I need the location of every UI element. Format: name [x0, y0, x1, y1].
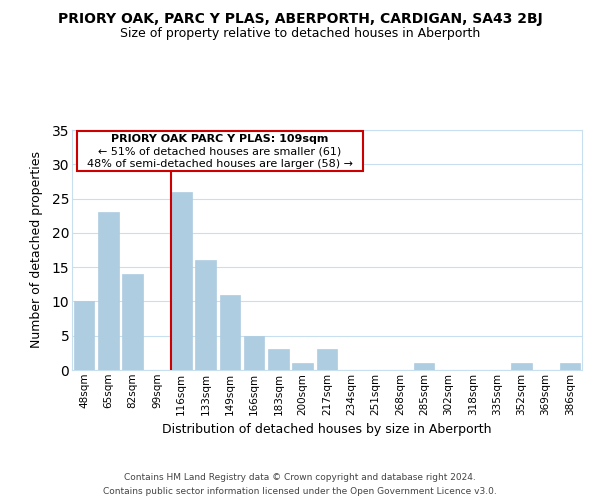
Bar [317, 350, 337, 370]
Bar [511, 363, 532, 370]
Bar [74, 302, 94, 370]
Text: Contains HM Land Registry data © Crown copyright and database right 2024.: Contains HM Land Registry data © Crown c… [124, 473, 476, 482]
Text: PRIORY OAK PARC Y PLAS: 109sqm: PRIORY OAK PARC Y PLAS: 109sqm [111, 134, 329, 143]
Bar [195, 260, 216, 370]
Text: PRIORY OAK, PARC Y PLAS, ABERPORTH, CARDIGAN, SA43 2BJ: PRIORY OAK, PARC Y PLAS, ABERPORTH, CARD… [58, 12, 542, 26]
Text: ← 51% of detached houses are smaller (61): ← 51% of detached houses are smaller (61… [98, 147, 341, 157]
Bar [292, 363, 313, 370]
Text: Size of property relative to detached houses in Aberporth: Size of property relative to detached ho… [120, 28, 480, 40]
Bar [171, 192, 191, 370]
Text: 48% of semi-detached houses are larger (58) →: 48% of semi-detached houses are larger (… [87, 159, 353, 169]
X-axis label: Distribution of detached houses by size in Aberporth: Distribution of detached houses by size … [162, 423, 492, 436]
Bar [244, 336, 265, 370]
Bar [122, 274, 143, 370]
Bar [560, 363, 580, 370]
FancyBboxPatch shape [77, 131, 363, 171]
Bar [98, 212, 119, 370]
Bar [268, 350, 289, 370]
Bar [414, 363, 434, 370]
Text: Contains public sector information licensed under the Open Government Licence v3: Contains public sector information licen… [103, 486, 497, 496]
Y-axis label: Number of detached properties: Number of detached properties [30, 152, 43, 348]
Bar [220, 294, 240, 370]
